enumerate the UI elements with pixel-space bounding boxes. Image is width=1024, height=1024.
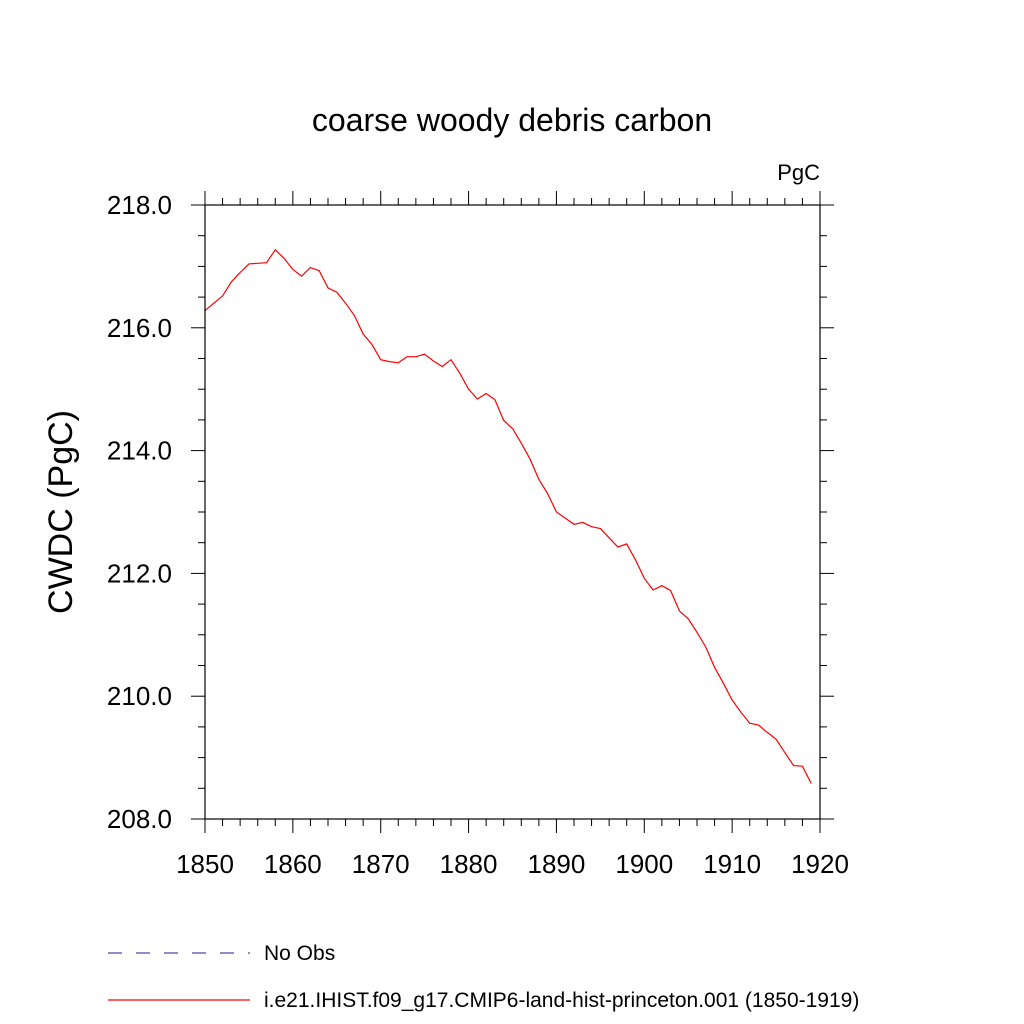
x-tick-label: 1880 [440,849,498,879]
axis-ticks [191,191,834,833]
x-tick-label: 1910 [703,849,761,879]
legend-label-no-obs: No Obs [264,942,335,965]
x-tick-label: 1890 [528,849,586,879]
y-axis-label: CWDC (PgC) [42,410,80,614]
chart-title: coarse woody debris carbon [312,102,712,138]
y-tick-label: 208.0 [107,804,172,834]
y-tick-labels: 208.0 210.0 212.0 214.0 216.0 218.0 [107,190,172,834]
units-label: PgC [777,160,820,185]
x-tick-label: 1860 [264,849,322,879]
y-tick-label: 216.0 [107,313,172,343]
y-tick-label: 212.0 [107,558,172,588]
legend: No Obs i.e21.IHIST.f09_g17.CMIP6-land-hi… [108,942,859,1012]
plot-frame [204,204,821,820]
x-tick-label: 1870 [352,849,410,879]
x-tick-labels: 1850 1860 1870 1880 1890 1900 1910 1920 [176,849,849,879]
x-tick-label: 1850 [176,849,234,879]
y-tick-label: 218.0 [107,190,172,220]
legend-label-model: i.e21.IHIST.f09_g17.CMIP6-land-hist-prin… [264,989,859,1012]
x-tick-label: 1900 [615,849,673,879]
y-tick-label: 214.0 [107,436,172,466]
series-line [204,248,812,784]
x-tick-label: 1920 [791,849,849,879]
y-tick-label: 210.0 [107,681,172,711]
